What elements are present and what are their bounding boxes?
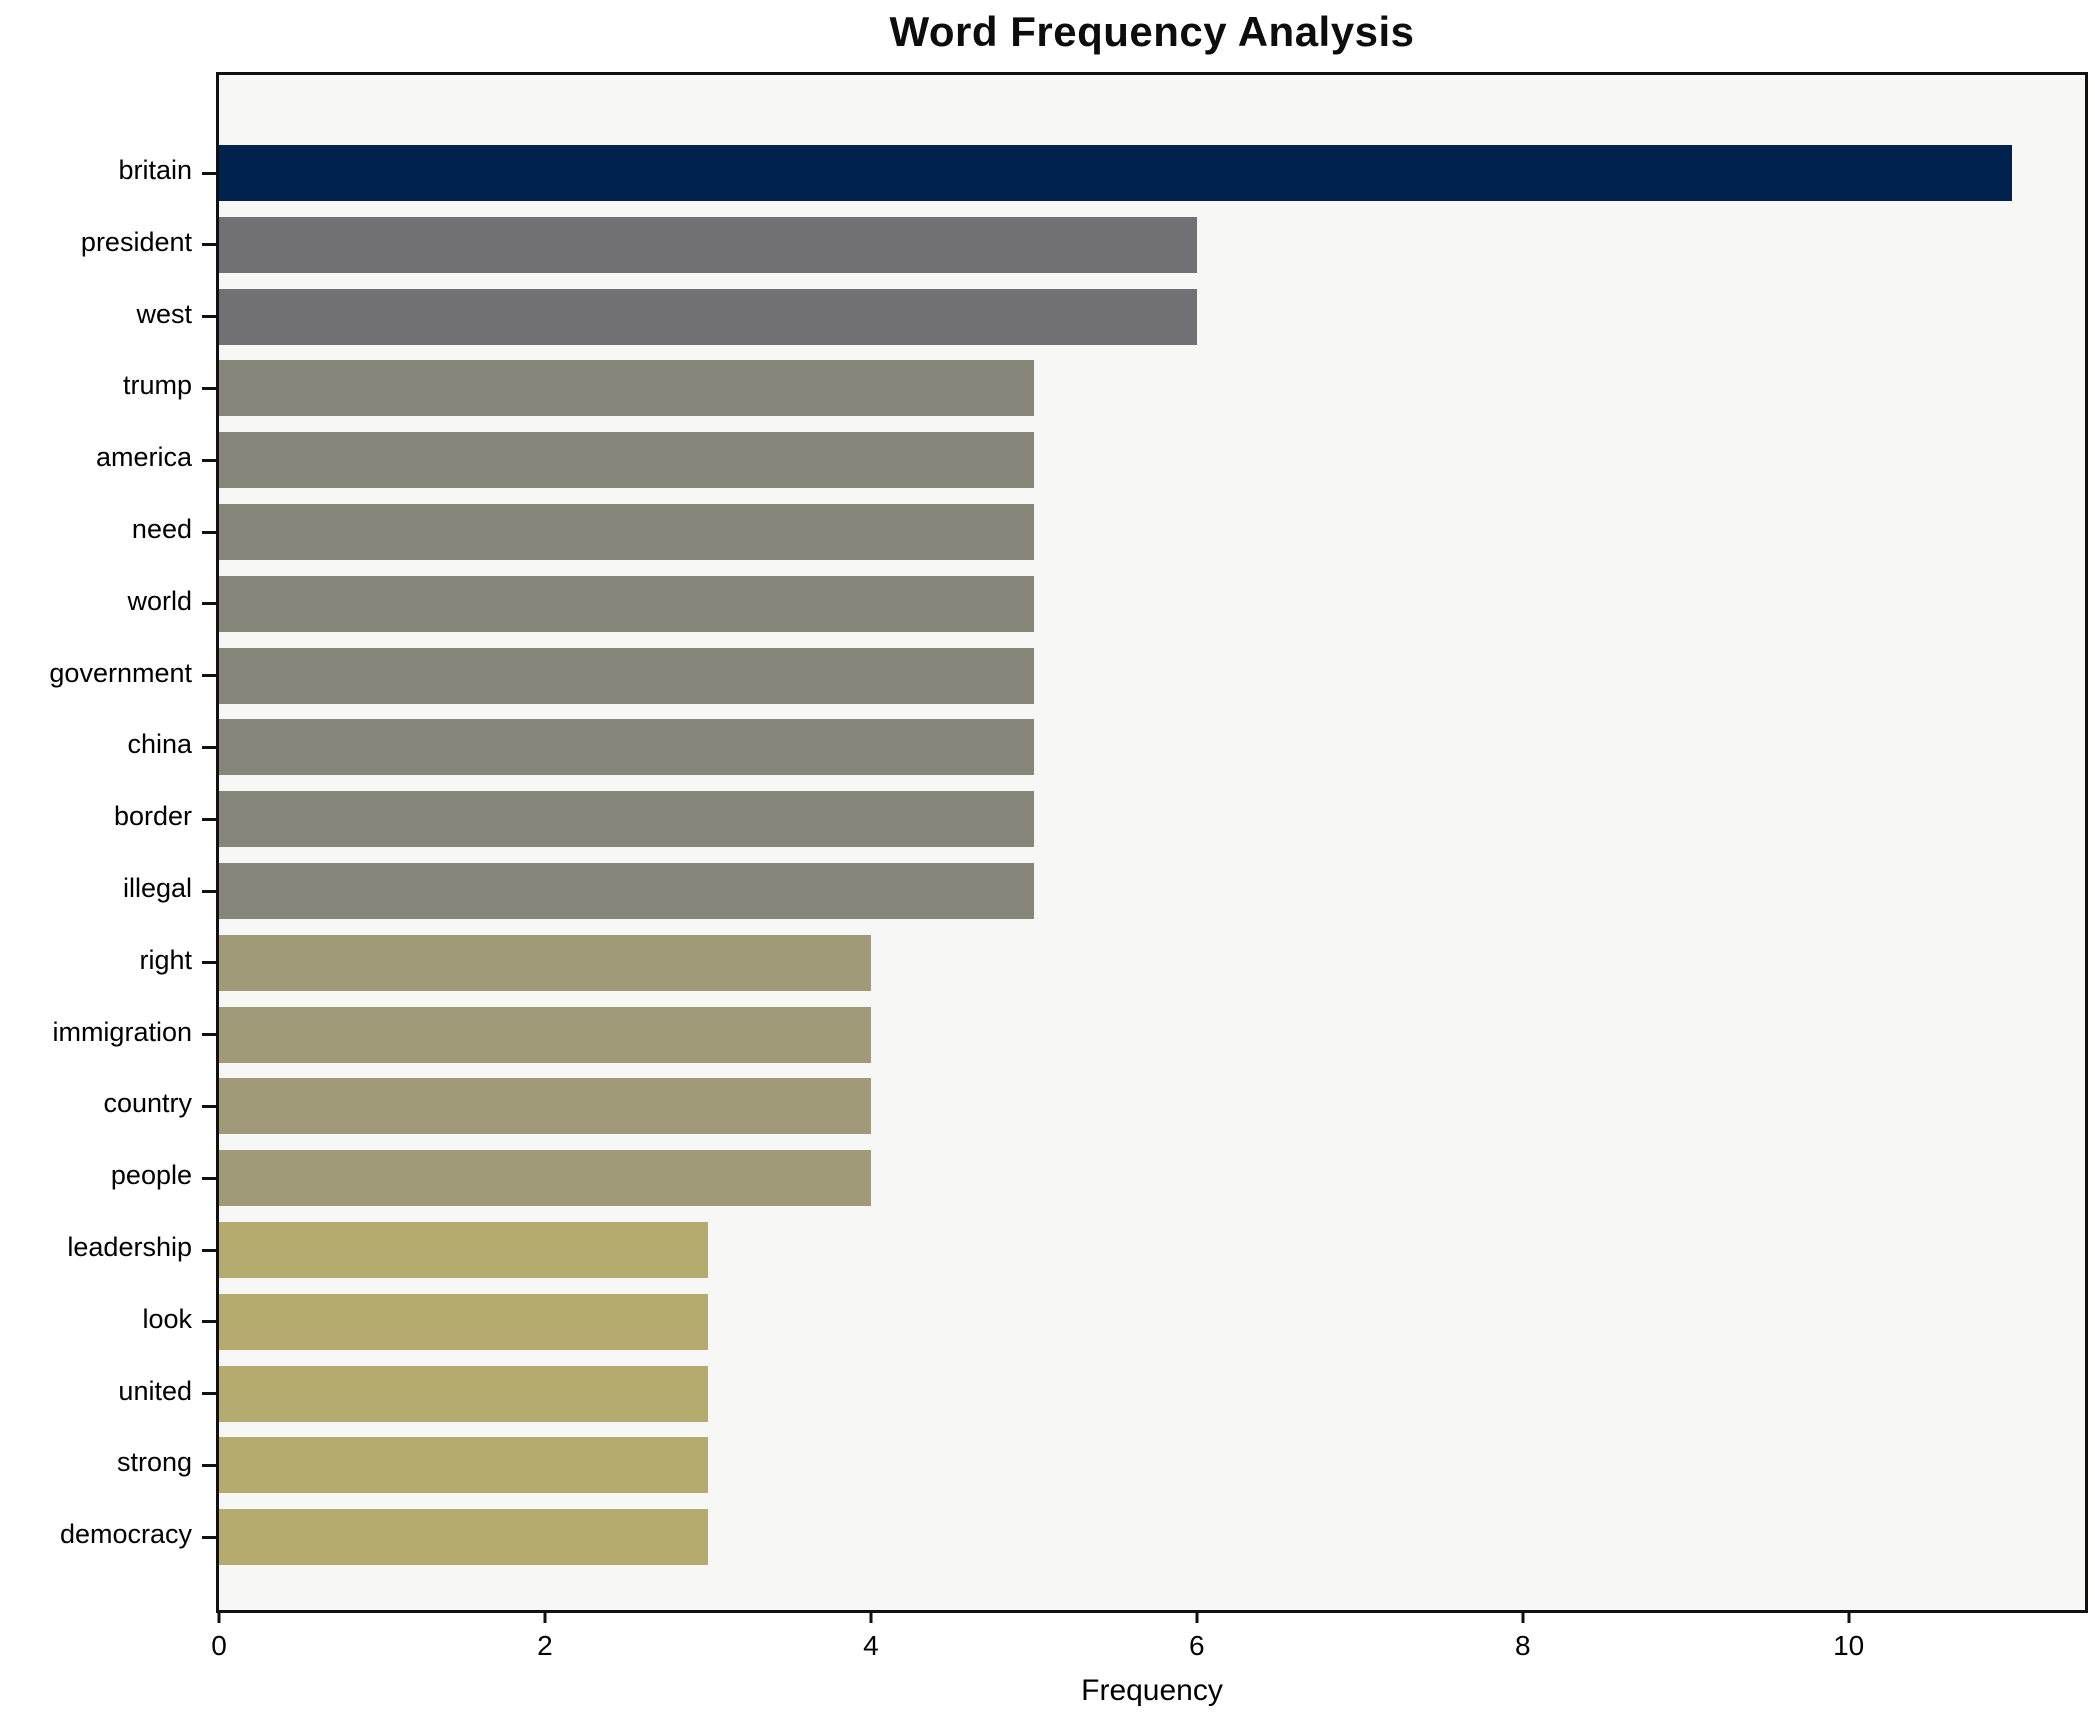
- y-tick-mark: [202, 745, 216, 749]
- y-tick-mark: [202, 1392, 216, 1396]
- y-axis-label: world: [127, 585, 192, 616]
- y-axis-label: look: [142, 1303, 192, 1334]
- bar-west: [219, 288, 1197, 345]
- y-tick-mark: [202, 1320, 216, 1324]
- x-tick-label: 2: [537, 1630, 553, 1661]
- bar-border: [219, 791, 1034, 848]
- y-tick-mark: [202, 889, 216, 893]
- x-tick-label: 6: [1189, 1630, 1205, 1661]
- y-tick-mark: [202, 530, 216, 534]
- y-axis-label: strong: [116, 1447, 192, 1478]
- y-axis-label: illegal: [122, 873, 192, 903]
- bar-right: [219, 934, 871, 991]
- x-tick-label: 4: [863, 1630, 879, 1661]
- bar-world: [219, 575, 1034, 632]
- y-tick-mark: [202, 1176, 216, 1180]
- y-axis-label: people: [110, 1160, 192, 1191]
- bar-look: [219, 1293, 708, 1350]
- bar-country: [219, 1078, 871, 1135]
- y-tick-mark: [202, 1033, 216, 1037]
- bar-trump: [219, 360, 1034, 417]
- y-axis-label: democracy: [59, 1519, 192, 1550]
- bar-strong: [219, 1437, 708, 1494]
- x-tick-mark: [217, 1610, 221, 1623]
- y-axis-label: united: [118, 1375, 192, 1406]
- bar-illegal: [219, 863, 1034, 919]
- y-tick-mark: [202, 458, 216, 462]
- x-tick-mark: [1847, 1610, 1851, 1623]
- x-tick-label: 10: [1833, 1630, 1865, 1661]
- x-tick-mark: [869, 1610, 873, 1623]
- y-tick-mark: [202, 1104, 216, 1108]
- y-axis-label: president: [80, 226, 192, 257]
- bar-united: [219, 1365, 708, 1422]
- y-axis-label: country: [103, 1088, 192, 1119]
- bar-need: [219, 504, 1034, 560]
- y-tick-mark: [202, 1535, 216, 1539]
- bar-america: [219, 432, 1034, 489]
- y-tick-mark: [202, 674, 216, 678]
- bar-president: [219, 216, 1197, 273]
- y-tick-mark: [202, 961, 216, 965]
- y-axis-label: leadership: [67, 1232, 192, 1262]
- y-tick-mark: [202, 1248, 216, 1252]
- y-axis-label: government: [49, 657, 192, 688]
- bar-china: [219, 719, 1034, 776]
- y-tick-mark: [202, 315, 216, 319]
- x-tick-mark: [543, 1610, 547, 1623]
- y-tick-mark: [202, 386, 216, 390]
- y-tick-mark: [202, 817, 216, 821]
- x-tick-mark: [1521, 1610, 1525, 1623]
- chart-title: Word Frequency Analysis: [889, 8, 1415, 55]
- y-axis-label: need: [131, 514, 192, 544]
- bar-people: [219, 1150, 871, 1207]
- bar-government: [219, 647, 1034, 704]
- x-tick-mark: [1195, 1610, 1199, 1623]
- y-axis-label: right: [139, 944, 192, 975]
- x-axis-title: Frequency: [1081, 1674, 1223, 1707]
- y-tick-mark: [202, 602, 216, 606]
- bar-leadership: [219, 1222, 708, 1278]
- y-axis-label: border: [113, 801, 192, 832]
- y-tick-mark: [202, 243, 216, 247]
- y-axis-label: america: [95, 442, 192, 473]
- y-axis-label: china: [127, 729, 192, 760]
- y-axis-label: trump: [122, 370, 192, 401]
- y-tick-mark: [202, 171, 216, 175]
- x-tick-label: 0: [211, 1630, 227, 1661]
- bar-britain: [219, 145, 2012, 201]
- bar-democracy: [219, 1509, 708, 1566]
- x-tick-label: 8: [1514, 1630, 1531, 1661]
- bar-immigration: [219, 1006, 871, 1063]
- y-tick-mark: [202, 1463, 216, 1467]
- plot-area: 0 2 4 6 8 10: [202, 72, 2088, 1661]
- y-axis-label: britain: [118, 155, 192, 185]
- y-axis-label: immigration: [52, 1016, 192, 1047]
- y-axis-label: west: [136, 298, 192, 329]
